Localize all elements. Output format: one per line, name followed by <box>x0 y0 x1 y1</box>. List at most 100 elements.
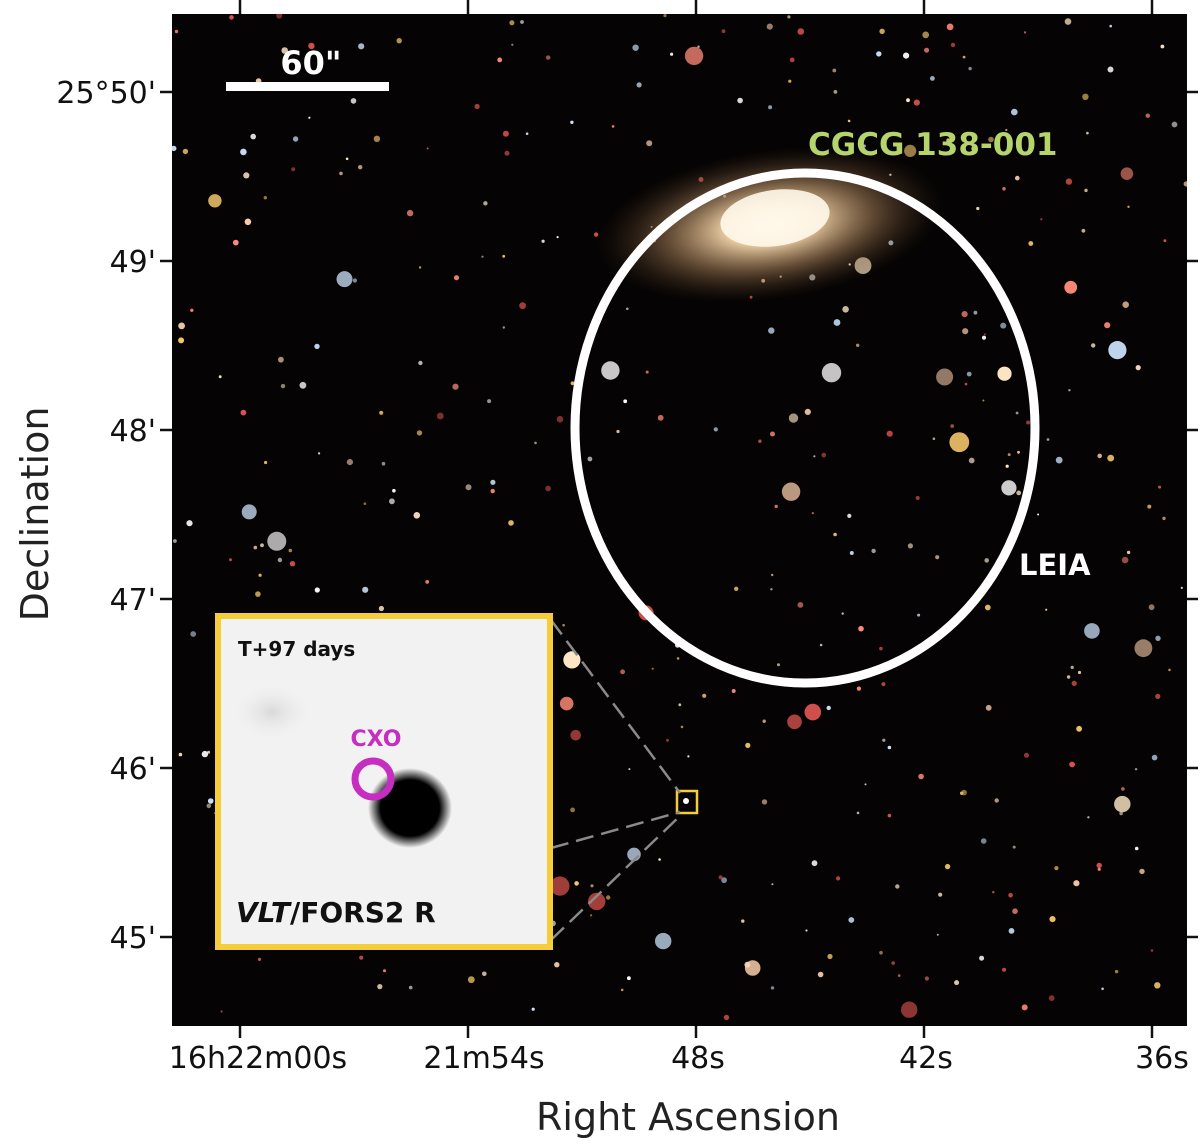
star <box>976 206 980 211</box>
star <box>797 28 805 35</box>
x-tick-label: 42s <box>899 1041 953 1076</box>
star <box>606 895 611 900</box>
star <box>308 116 311 119</box>
star <box>913 99 920 106</box>
star <box>678 703 682 707</box>
star <box>178 322 186 330</box>
star <box>745 742 751 749</box>
star <box>264 460 268 465</box>
star <box>292 136 299 142</box>
x-tick-label: 16h22m00s <box>169 1041 347 1076</box>
star <box>804 703 822 721</box>
star <box>178 752 183 757</box>
star <box>308 42 315 50</box>
star <box>968 457 975 464</box>
star <box>882 738 886 742</box>
star <box>620 988 624 992</box>
star <box>1104 322 1111 329</box>
star <box>229 558 232 562</box>
star <box>787 714 802 730</box>
star <box>1084 188 1088 193</box>
star <box>655 932 672 950</box>
star <box>358 165 363 170</box>
star <box>907 543 914 549</box>
x-tick-label: 36s <box>1135 1041 1189 1076</box>
star <box>593 232 599 237</box>
star <box>697 45 700 48</box>
star <box>666 738 669 742</box>
star <box>636 82 642 88</box>
y-tick-label: 47' <box>110 583 156 618</box>
instrument-label: VLT/FORS2 R <box>236 896 436 929</box>
star <box>770 588 773 591</box>
star <box>961 311 968 318</box>
star <box>935 555 940 560</box>
star <box>534 441 537 445</box>
star <box>1120 167 1134 180</box>
star <box>1066 675 1071 679</box>
star <box>1068 389 1071 392</box>
star <box>915 496 920 500</box>
star <box>186 520 193 527</box>
star <box>240 148 247 156</box>
star <box>777 663 780 667</box>
inset-bright-source <box>368 768 452 848</box>
star <box>1180 586 1183 590</box>
star <box>887 745 892 750</box>
star <box>856 343 860 347</box>
star <box>502 326 505 329</box>
star <box>289 561 296 567</box>
star <box>362 586 369 593</box>
star <box>182 148 189 155</box>
star <box>263 196 267 200</box>
y-tick-label: 46' <box>110 752 156 787</box>
star <box>985 704 992 711</box>
star <box>1011 108 1018 116</box>
star <box>906 98 910 103</box>
star <box>1015 175 1020 181</box>
star <box>570 381 575 386</box>
star <box>570 729 581 741</box>
star <box>938 892 943 897</box>
star <box>788 413 799 423</box>
star <box>848 917 855 923</box>
star <box>546 55 551 60</box>
star <box>1070 665 1074 670</box>
star <box>267 531 287 551</box>
star <box>651 667 654 670</box>
star <box>982 399 985 402</box>
leia-error-ellipse <box>570 168 1040 688</box>
star <box>684 46 704 66</box>
star <box>988 136 994 143</box>
star <box>172 145 177 152</box>
star <box>771 883 774 886</box>
star <box>502 130 509 137</box>
star <box>1040 218 1043 221</box>
star <box>721 29 726 34</box>
star <box>1114 795 1131 813</box>
star <box>961 789 967 796</box>
star <box>1054 866 1059 871</box>
star <box>984 333 986 336</box>
star <box>453 275 460 281</box>
star <box>811 860 818 867</box>
star <box>980 838 987 844</box>
star <box>452 383 459 390</box>
y-axis-title: Declination <box>13 407 57 622</box>
star <box>626 307 629 311</box>
star <box>1008 892 1013 898</box>
star <box>962 328 969 335</box>
star <box>832 68 837 73</box>
star <box>1101 987 1104 991</box>
star <box>1171 121 1178 128</box>
star <box>377 984 383 990</box>
cxo-circle <box>351 757 395 801</box>
star <box>590 884 594 888</box>
star <box>218 375 222 379</box>
star <box>879 646 883 651</box>
star <box>545 485 551 492</box>
star <box>897 974 901 977</box>
star <box>744 960 761 976</box>
star <box>392 488 396 493</box>
star <box>1086 131 1089 135</box>
